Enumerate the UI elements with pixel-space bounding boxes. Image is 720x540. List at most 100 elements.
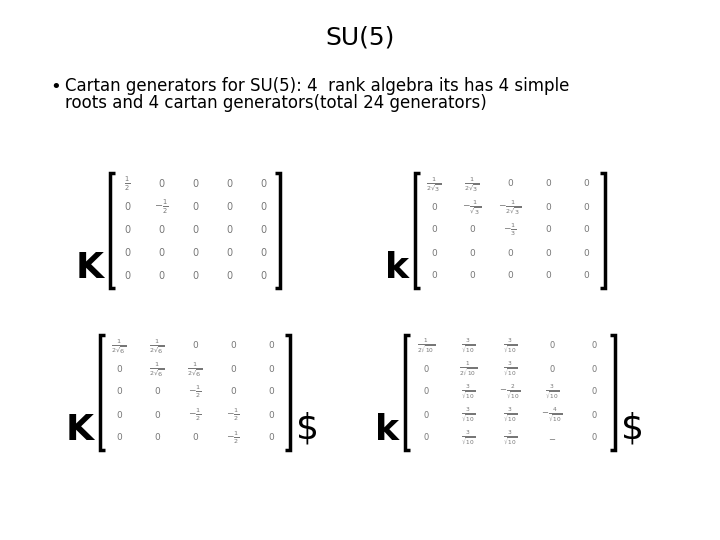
Text: 0: 0 — [268, 410, 274, 420]
Text: 0: 0 — [583, 202, 589, 212]
Text: $-\frac{1}{2}$: $-\frac{1}{2}$ — [226, 407, 240, 423]
Text: $\frac{1}{2\sqrt{6}}$: $\frac{1}{2\sqrt{6}}$ — [149, 337, 165, 355]
Text: 0: 0 — [591, 410, 597, 420]
Text: 0: 0 — [545, 248, 551, 258]
Text: $\frac{1}{2}$: $\frac{1}{2}$ — [124, 175, 130, 193]
Text: 0: 0 — [591, 388, 597, 396]
Text: 0: 0 — [192, 202, 198, 212]
Text: 0: 0 — [226, 248, 232, 258]
Text: 0: 0 — [423, 388, 428, 396]
Text: 0: 0 — [583, 226, 589, 234]
Text: 0: 0 — [230, 341, 236, 350]
Text: 0: 0 — [226, 225, 232, 235]
Text: 0: 0 — [158, 179, 164, 189]
Text: 0: 0 — [154, 434, 160, 442]
Text: $\frac{3}{\sqrt{10}}$: $\frac{3}{\sqrt{10}}$ — [461, 336, 475, 355]
Text: 0: 0 — [268, 434, 274, 442]
Text: 0: 0 — [116, 364, 122, 374]
Text: $\frac{1}{2\sqrt{6}}$: $\frac{1}{2\sqrt{6}}$ — [187, 360, 203, 378]
Text: $-\frac{4}{\sqrt{10}}$: $-\frac{4}{\sqrt{10}}$ — [541, 406, 563, 424]
Text: $\frac{3}{\sqrt{10}}$: $\frac{3}{\sqrt{10}}$ — [545, 383, 559, 401]
Text: 0: 0 — [192, 341, 198, 350]
Text: 0: 0 — [545, 272, 551, 280]
Text: 0: 0 — [192, 434, 198, 442]
Text: $\frac{1}{2\sqrt{10}}$: $\frac{1}{2\sqrt{10}}$ — [459, 360, 477, 379]
Text: 0: 0 — [431, 202, 437, 212]
Text: 0: 0 — [158, 225, 164, 235]
Text: 0: 0 — [116, 410, 122, 420]
Text: 0: 0 — [431, 272, 437, 280]
Text: 0: 0 — [124, 202, 130, 212]
Text: $\frac{3}{\sqrt{10}}$: $\frac{3}{\sqrt{10}}$ — [503, 360, 517, 379]
Text: 0: 0 — [431, 248, 437, 258]
Text: 0: 0 — [158, 248, 164, 258]
Text: $-\frac{1}{\sqrt{3}}$: $-\frac{1}{\sqrt{3}}$ — [462, 198, 482, 216]
Text: 0: 0 — [583, 248, 589, 258]
Text: $\mathbf{K}$: $\mathbf{K}$ — [75, 252, 106, 286]
Text: 0: 0 — [230, 364, 236, 374]
Text: 0: 0 — [192, 248, 198, 258]
Text: 0: 0 — [124, 271, 130, 281]
Text: 0: 0 — [268, 388, 274, 396]
Text: $\frac{1}{2\sqrt{10}}$: $\frac{1}{2\sqrt{10}}$ — [417, 336, 435, 355]
Text: 0: 0 — [260, 248, 266, 258]
Text: 0: 0 — [226, 202, 232, 212]
Text: 0: 0 — [549, 341, 554, 350]
Text: 0: 0 — [268, 364, 274, 374]
Text: $-\frac{1}{2}$: $-\frac{1}{2}$ — [226, 430, 240, 447]
Text: 0: 0 — [268, 341, 274, 350]
Text: $-\frac{1}{2}$: $-\frac{1}{2}$ — [188, 407, 202, 423]
Text: SU(5): SU(5) — [325, 25, 395, 49]
Text: $-\frac{2}{\sqrt{10}}$: $-\frac{2}{\sqrt{10}}$ — [499, 383, 521, 401]
Text: $\frac{3}{\sqrt{10}}$: $\frac{3}{\sqrt{10}}$ — [503, 406, 517, 424]
Text: roots and 4 cartan generators(total 24 generators): roots and 4 cartan generators(total 24 g… — [65, 94, 487, 112]
Text: 0: 0 — [192, 179, 198, 189]
Text: 0: 0 — [591, 341, 597, 350]
Text: 0: 0 — [583, 179, 589, 188]
Text: 0: 0 — [154, 410, 160, 420]
Text: 0: 0 — [158, 271, 164, 281]
Text: $-$: $-$ — [548, 434, 556, 442]
Text: $\frac{3}{\sqrt{10}}$: $\frac{3}{\sqrt{10}}$ — [461, 383, 475, 401]
Text: $\mathbf{K}$: $\mathbf{K}$ — [65, 414, 96, 448]
Text: 0: 0 — [583, 272, 589, 280]
Text: 0: 0 — [545, 226, 551, 234]
Text: 0: 0 — [423, 434, 428, 442]
Text: $-\frac{1}{2}$: $-\frac{1}{2}$ — [188, 384, 202, 400]
Text: $\frac{1}{2\sqrt{3}}$: $\frac{1}{2\sqrt{3}}$ — [464, 175, 480, 193]
Text: 0: 0 — [549, 364, 554, 374]
Text: $-\frac{1}{2\sqrt{3}}$: $-\frac{1}{2\sqrt{3}}$ — [498, 198, 521, 216]
Text: $\$\mathbf{}$: $\$\mathbf{}$ — [295, 409, 317, 445]
Text: $\$\mathbf{}$: $\$\mathbf{}$ — [620, 409, 642, 445]
Text: Cartan generators for SU(5): 4  rank algebra its has 4 simple: Cartan generators for SU(5): 4 rank alge… — [65, 77, 570, 95]
Text: 0: 0 — [260, 179, 266, 189]
Text: 0: 0 — [226, 271, 232, 281]
Text: 0: 0 — [116, 434, 122, 442]
Text: 0: 0 — [260, 271, 266, 281]
Text: $-\frac{1}{3}$: $-\frac{1}{3}$ — [503, 222, 517, 238]
Text: 0: 0 — [545, 179, 551, 188]
Text: 0: 0 — [116, 388, 122, 396]
Text: $\frac{3}{\sqrt{10}}$: $\frac{3}{\sqrt{10}}$ — [503, 429, 517, 447]
Text: $\frac{3}{\sqrt{10}}$: $\frac{3}{\sqrt{10}}$ — [461, 406, 475, 424]
Text: 0: 0 — [469, 226, 475, 234]
Text: 0: 0 — [260, 225, 266, 235]
Text: 0: 0 — [507, 248, 513, 258]
Text: $-\frac{1}{2}$: $-\frac{1}{2}$ — [154, 198, 168, 216]
Text: 0: 0 — [469, 272, 475, 280]
Text: 0: 0 — [124, 248, 130, 258]
Text: 0: 0 — [507, 179, 513, 188]
Text: $\frac{3}{\sqrt{10}}$: $\frac{3}{\sqrt{10}}$ — [503, 336, 517, 355]
Text: 0: 0 — [192, 225, 198, 235]
Text: 0: 0 — [507, 272, 513, 280]
Text: 0: 0 — [192, 271, 198, 281]
Text: $\mathbf{k}$: $\mathbf{k}$ — [374, 414, 401, 448]
Text: 0: 0 — [226, 179, 232, 189]
Text: 0: 0 — [124, 225, 130, 235]
Text: 0: 0 — [431, 226, 437, 234]
Text: $\frac{1}{2\sqrt{6}}$: $\frac{1}{2\sqrt{6}}$ — [149, 360, 165, 378]
Text: 0: 0 — [423, 410, 428, 420]
Text: 0: 0 — [154, 388, 160, 396]
Text: $\frac{3}{\sqrt{10}}$: $\frac{3}{\sqrt{10}}$ — [461, 429, 475, 447]
Text: 0: 0 — [591, 364, 597, 374]
